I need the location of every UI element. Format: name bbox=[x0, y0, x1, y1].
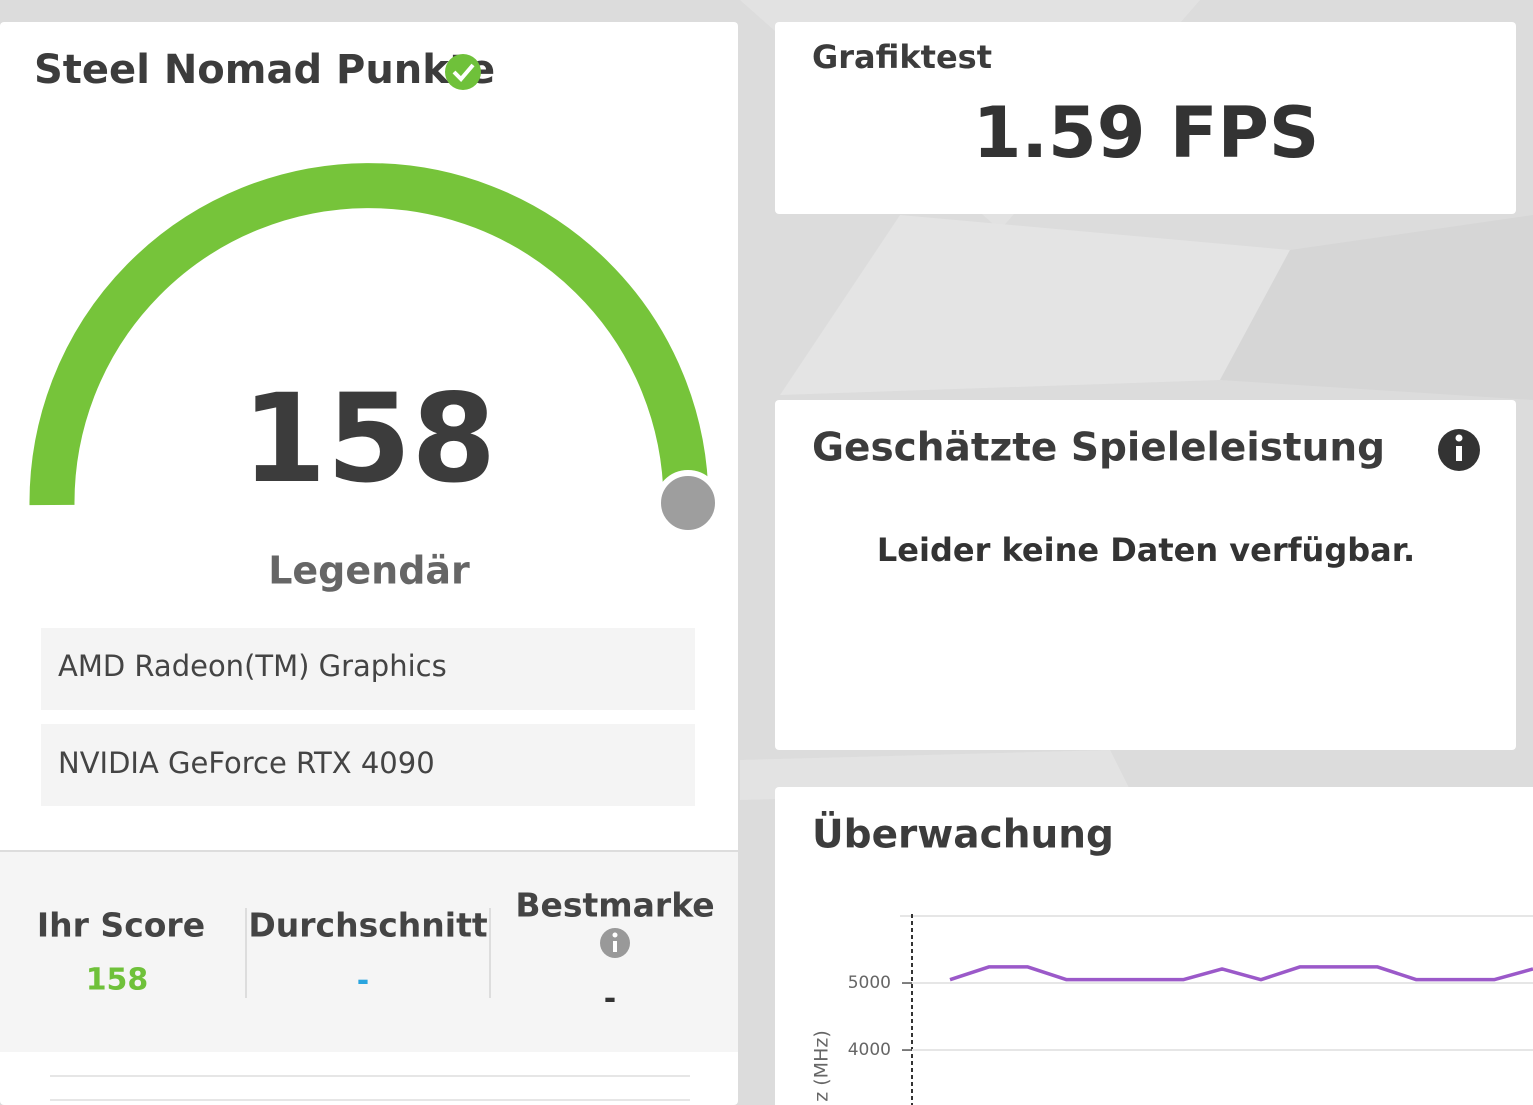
game-performance-card bbox=[775, 400, 1516, 750]
graphics-test-card bbox=[775, 22, 1516, 214]
y-tick-label: 4000 bbox=[848, 1040, 891, 1060]
monitoring-card bbox=[775, 787, 1533, 1105]
device-row bbox=[41, 724, 695, 806]
plot: 4000 5000 bbox=[848, 965, 1533, 1060]
comparison-value: - bbox=[604, 982, 616, 1017]
card-title: Geschätzte Spieleleistung bbox=[812, 426, 1385, 471]
data-line bbox=[949, 965, 1533, 982]
y-axis-label: z (MHz) bbox=[811, 1030, 833, 1102]
device-row bbox=[41, 628, 695, 710]
info-icon[interactable] bbox=[600, 928, 630, 958]
device-name: NVIDIA GeForce RTX 4090 bbox=[58, 746, 435, 780]
fps-value: 1.59 FPS bbox=[973, 92, 1320, 174]
comparison-value: - bbox=[357, 964, 369, 999]
card-title: Steel Nomad Punkte bbox=[34, 47, 495, 93]
gauge-arc bbox=[29, 163, 709, 506]
message: Leider keine Daten verfügbar. bbox=[877, 531, 1415, 569]
card-label: Grafiktest bbox=[812, 38, 992, 76]
comparison-label: Ihr Score bbox=[37, 906, 205, 945]
score: 158 bbox=[242, 368, 497, 510]
rating: Legendär bbox=[268, 549, 470, 593]
device-name: AMD Radeon(TM) Graphics bbox=[58, 649, 447, 683]
comparison-label: Durchschnitt bbox=[248, 906, 487, 945]
score-card bbox=[0, 22, 738, 1105]
comparison-value: 158 bbox=[86, 963, 149, 998]
info-icon[interactable] bbox=[1438, 429, 1480, 471]
gauge-knob bbox=[655, 470, 721, 536]
y-tick-label: 5000 bbox=[848, 973, 891, 993]
card-title: Überwachung bbox=[812, 811, 1114, 858]
comparison-label: Bestmarke bbox=[515, 886, 714, 925]
check-icon bbox=[445, 54, 481, 90]
